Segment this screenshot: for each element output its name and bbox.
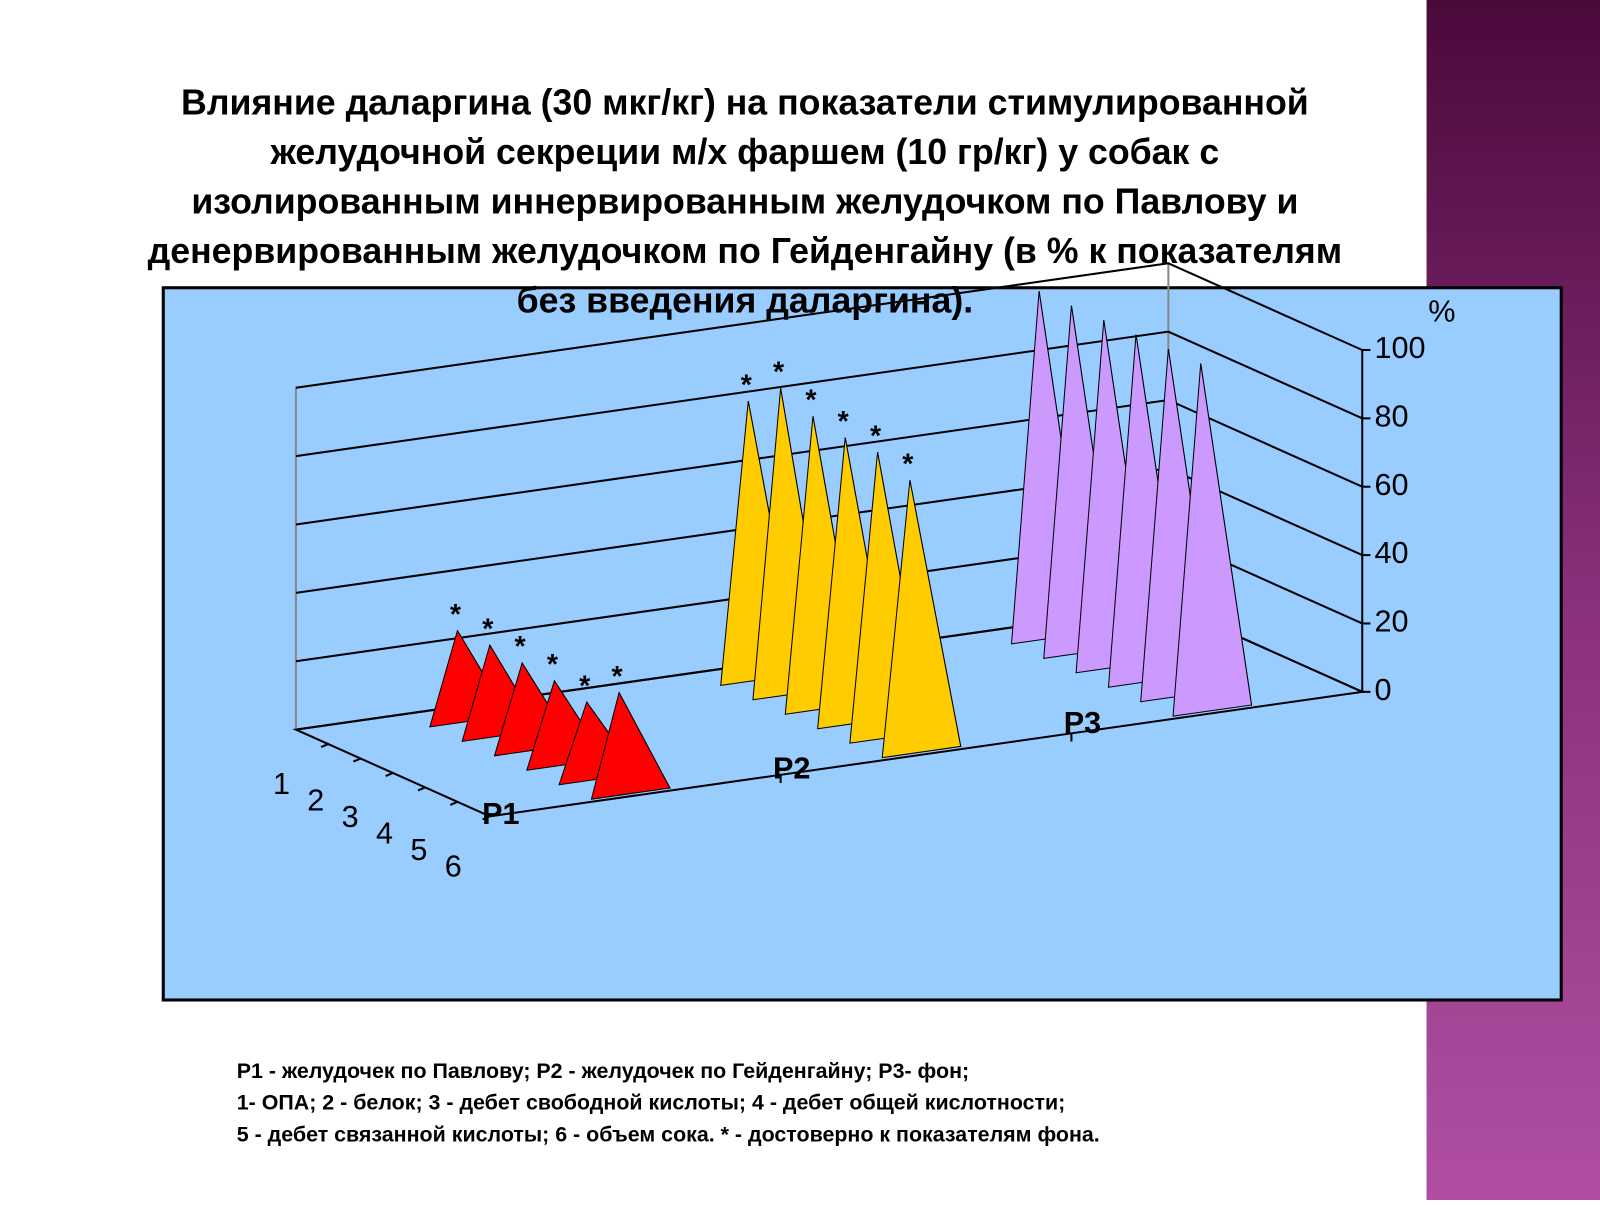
significance-mark: * <box>805 385 817 417</box>
depth-tick <box>320 743 329 749</box>
pyramid <box>590 691 672 800</box>
depth-label: 5 <box>410 833 427 867</box>
y-tick-label: 80 <box>1374 399 1408 433</box>
depth-label: 3 <box>342 800 359 834</box>
depth-label: 2 <box>307 783 324 817</box>
pyramid-front <box>1172 363 1253 717</box>
pyramid <box>1172 363 1253 717</box>
y-tick-label: 0 <box>1374 673 1391 707</box>
grid-line <box>295 330 1363 458</box>
significance-mark: * <box>838 406 850 438</box>
pyramid <box>881 480 962 759</box>
y-tick-label: 100 <box>1374 331 1425 365</box>
depth-label: 1 <box>273 767 290 801</box>
footnote: 5 - дебет связанной кислоты; 6 - объем с… <box>237 1122 1100 1146</box>
pyramid-front <box>881 480 962 759</box>
x-tick-label: P3 <box>1064 706 1101 740</box>
significance-mark: * <box>547 649 559 681</box>
chart-title: изолированным иннервированным желудочком… <box>191 182 1298 222</box>
significance-mark: * <box>450 599 462 631</box>
significance-mark: * <box>902 448 914 480</box>
chart-title: желудочной секреции м/х фаршем (10 гр/кг… <box>270 132 1220 172</box>
depth-tick <box>385 772 394 777</box>
footnote: Р1 - желудочек по Павлову; Р2 - желудоче… <box>237 1059 969 1083</box>
grid-line <box>295 262 1363 389</box>
pyramid-front <box>590 691 671 800</box>
y-tick-label: 20 <box>1374 605 1408 639</box>
significance-mark: * <box>482 613 494 645</box>
significance-mark: * <box>579 670 591 702</box>
depth-tick <box>352 757 361 763</box>
footnote: 1- ОПА; 2 - белок; 3 - дебет свободной к… <box>237 1091 1066 1115</box>
x-tick-label: P2 <box>773 752 810 786</box>
y-tick-label: 60 <box>1374 468 1408 502</box>
depth-tick <box>449 800 458 806</box>
depth-tick <box>482 815 491 821</box>
chart-title: без введения даларгина). <box>517 280 974 320</box>
significance-mark: * <box>515 631 527 663</box>
significance-mark: * <box>773 356 785 388</box>
x-tick-label: P1 <box>482 797 519 831</box>
chart-title: денервированным желудочком по Гейденгайн… <box>148 231 1343 271</box>
depth-label: 4 <box>376 816 393 850</box>
y-tick-label: 40 <box>1374 536 1408 570</box>
significance-mark: * <box>870 420 882 452</box>
depth-tick <box>417 786 426 792</box>
y-unit: % <box>1428 294 1455 328</box>
chart-title: Влияние даларгина (30 мкг/кг) на показат… <box>181 83 1309 123</box>
significance-mark: * <box>611 661 623 693</box>
significance-mark: * <box>741 369 753 401</box>
depth-label: 6 <box>445 849 462 883</box>
